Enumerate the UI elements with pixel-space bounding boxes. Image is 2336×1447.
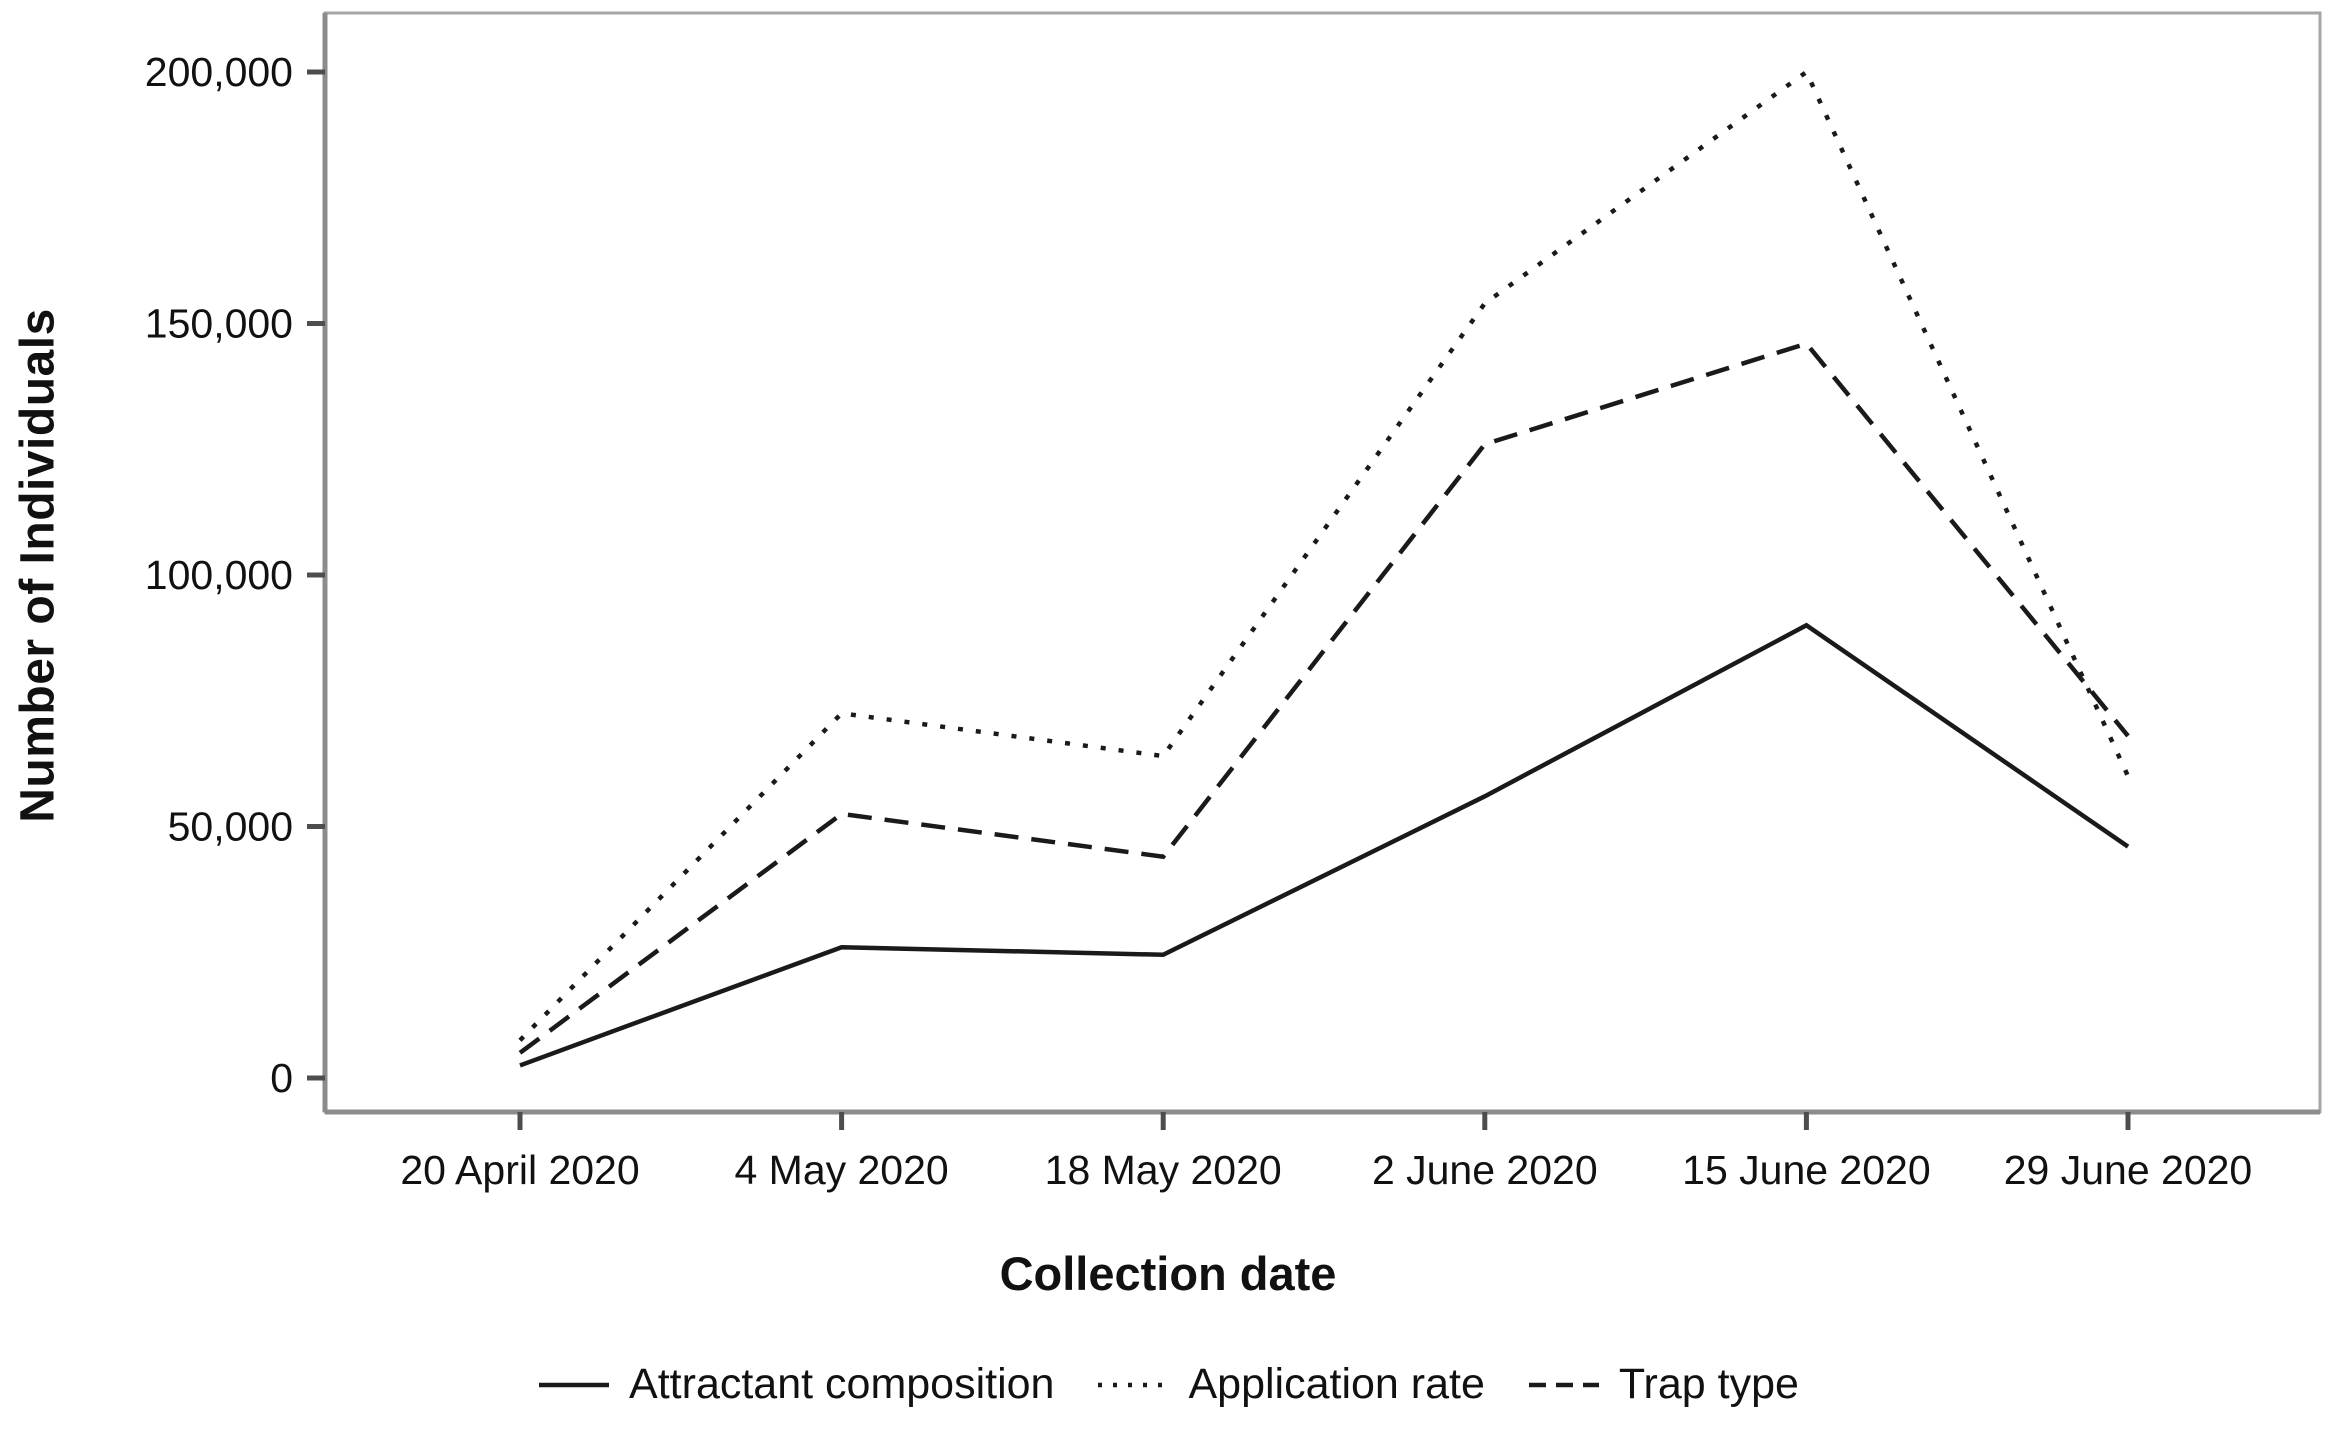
legend-item-dotted: Application rate <box>1096 1360 1485 1409</box>
plot-frame <box>323 11 2322 1114</box>
y-tick-label: 0 <box>270 1055 293 1101</box>
legend-label: Application rate <box>1188 1360 1485 1408</box>
chart-legend: Attractant composition Application rate Tr… <box>0 1360 2336 1409</box>
x-tick-label: 20 April 2020 <box>400 1147 639 1193</box>
legend-item-dashed: Trap type <box>1527 1360 1799 1409</box>
y-tick-label: 150,000 <box>145 301 293 347</box>
x-axis-title: Collection date <box>999 1247 1337 1300</box>
legend-dotted-line-icon <box>1098 1382 1169 1387</box>
y-tick-label: 50,000 <box>168 804 293 850</box>
y-axis-title: Number of Individuals <box>11 308 65 823</box>
legend-solid-line-icon <box>539 1382 610 1387</box>
x-tick-label: 2 June 2020 <box>1372 1147 1598 1193</box>
x-tick-label: 4 May 2020 <box>734 1147 948 1193</box>
series-line-dotted <box>518 68 2131 1042</box>
legend-label: Trap type <box>1618 1360 1799 1408</box>
y-tick-label: 100,000 <box>145 552 293 598</box>
series-line-dashed <box>518 341 2130 1055</box>
legend-label: Attractant composition <box>629 1360 1055 1408</box>
y-tick-label: 200,000 <box>145 49 293 95</box>
x-tick-label: 15 June 2020 <box>1682 1147 1931 1193</box>
x-tick-label: 29 June 2020 <box>2004 1147 2253 1193</box>
legend-dashed-line-icon <box>1528 1382 1599 1387</box>
legend-item-solid: Attractant composition <box>537 1360 1054 1409</box>
x-tick-label: 18 May 2020 <box>1045 1147 1282 1193</box>
series-line-solid <box>519 622 2130 1068</box>
